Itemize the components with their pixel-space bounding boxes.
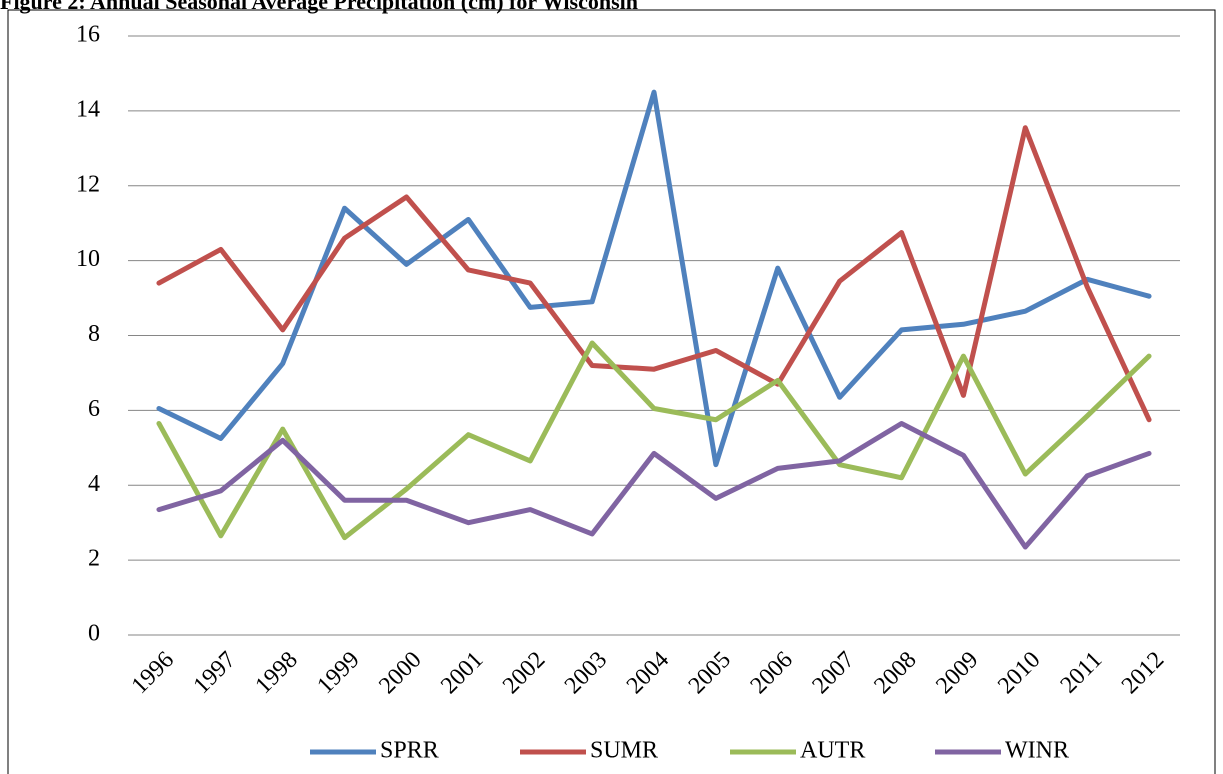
x-tick-label: 2003 — [560, 647, 612, 699]
x-tick-label: 1997 — [189, 647, 241, 699]
x-tick-label: 2001 — [436, 647, 488, 699]
x-tick-label: 1996 — [127, 647, 179, 699]
x-tick-label: 2004 — [622, 647, 674, 699]
legend-label: AUTR — [800, 738, 865, 764]
y-tick-label: 14 — [76, 96, 100, 122]
chart-frame — [7, 9, 1216, 774]
y-tick-label: 10 — [76, 246, 100, 272]
x-tick-label: 2010 — [993, 647, 1045, 699]
y-tick-label: 8 — [88, 321, 100, 347]
x-tick-label: 2002 — [498, 647, 550, 699]
x-tick-label: 2000 — [374, 647, 426, 699]
y-tick-label: 12 — [76, 171, 100, 197]
x-tick-label: 2007 — [807, 647, 859, 699]
y-tick-label: 2 — [88, 546, 100, 572]
legend-label: SUMR — [590, 738, 658, 764]
series-line — [156, 89, 1152, 468]
y-tick-label: 6 — [88, 396, 100, 422]
series-line — [156, 340, 1152, 541]
x-tick-label: 2008 — [869, 647, 921, 699]
x-tick-label: 2012 — [1117, 647, 1169, 699]
series-line — [156, 420, 1152, 550]
x-tick-label: 2006 — [746, 647, 798, 699]
x-tick-label: 2011 — [1056, 647, 1108, 699]
y-tick-label: 4 — [88, 471, 100, 497]
x-tick-label: 2009 — [931, 647, 983, 699]
x-tick-label: 1999 — [312, 647, 364, 699]
series-line — [156, 125, 1152, 423]
x-tick-label: 1998 — [251, 647, 303, 699]
y-tick-label: 0 — [88, 621, 100, 647]
chart-title: Figure 2: Annual Seasonal Average Precip… — [0, 0, 638, 14]
y-tick-label: 16 — [76, 22, 100, 48]
legend-label: WINR — [1005, 738, 1069, 764]
x-tick-label: 2005 — [684, 647, 736, 699]
legend-label: SPRR — [380, 738, 439, 764]
